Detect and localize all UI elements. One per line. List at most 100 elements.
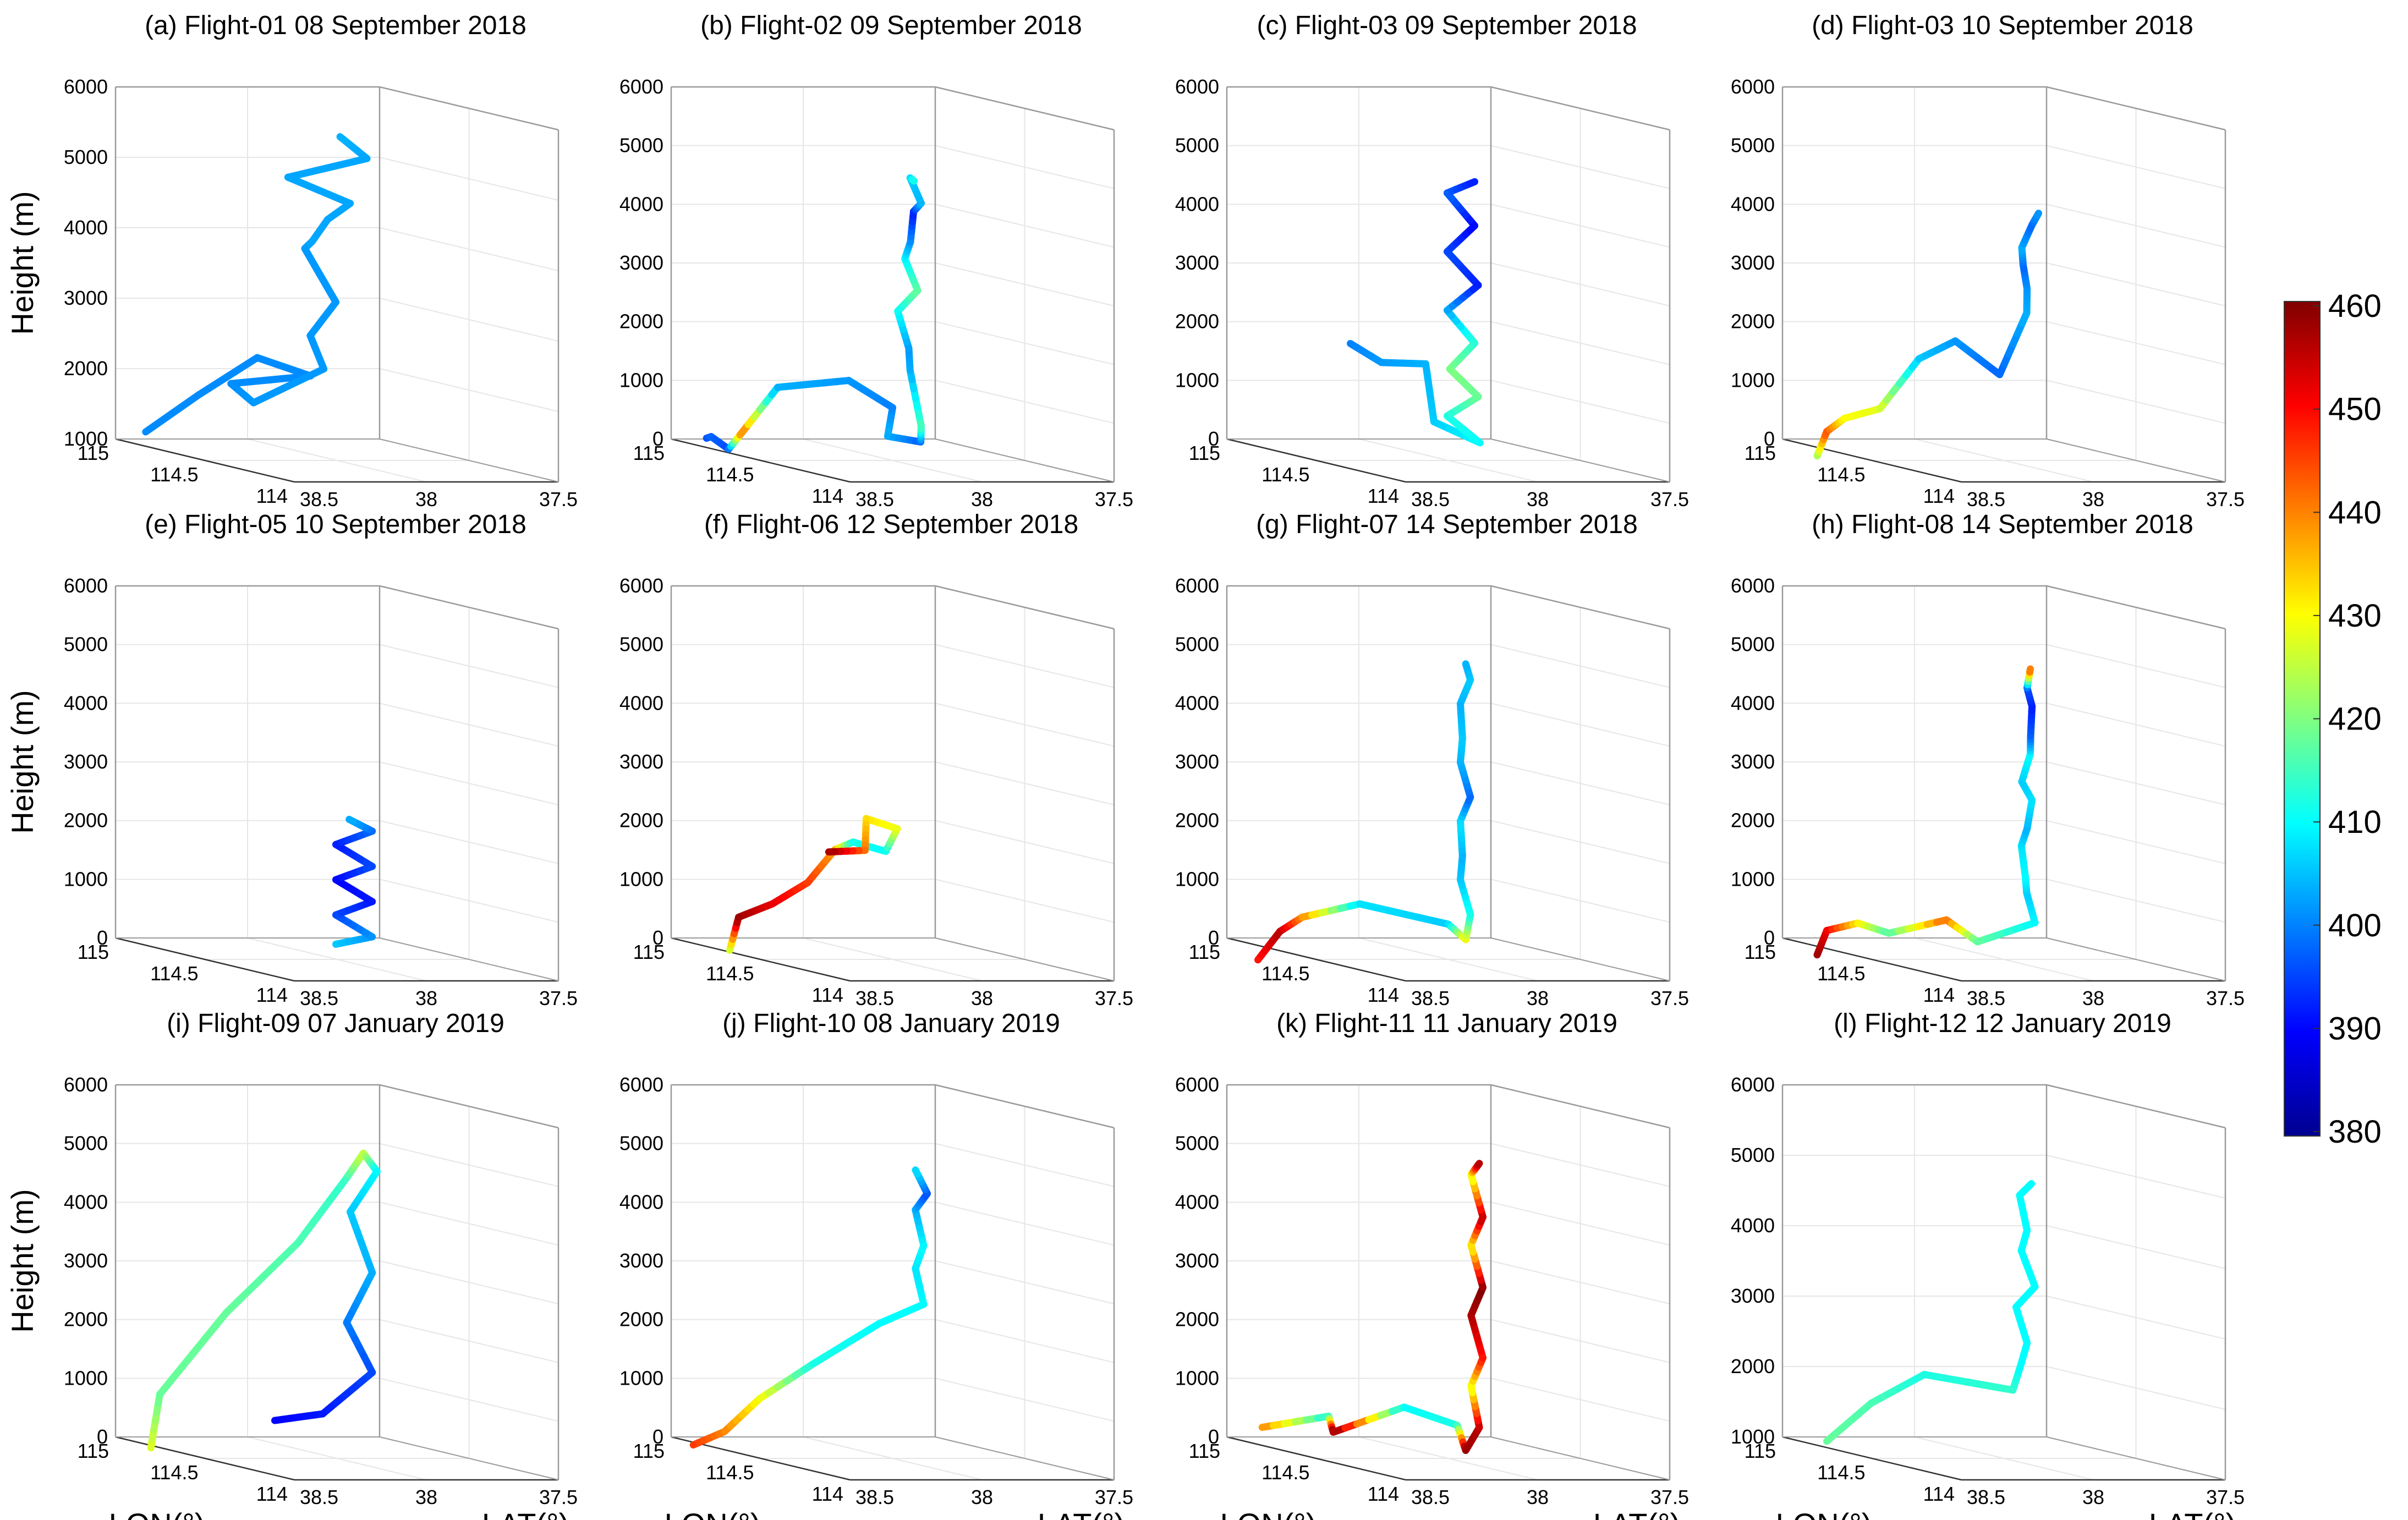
- box-edge: [1490, 937, 1670, 981]
- flight-path: [1813, 210, 2042, 460]
- lon-axis-label: LON(°): [665, 1507, 761, 1520]
- z-tick-label: 0: [1208, 1425, 1219, 1448]
- box-edge: [379, 1084, 559, 1129]
- colorbar-tick-label: 410: [2328, 804, 2382, 840]
- z-tick-label: 4000: [64, 216, 108, 239]
- colorbar-tick-label: 430: [2328, 598, 2382, 634]
- lon-tick-label: 115: [78, 442, 109, 464]
- z-tick-label: 3000: [1175, 251, 1219, 274]
- lat-tick-label: 37.5: [2206, 987, 2245, 1009]
- box-edge: [379, 585, 559, 630]
- lat-tick-label: 38.5: [855, 488, 894, 511]
- z-tick-label: 0: [1208, 926, 1219, 949]
- lon-axis-label: LON(°): [1776, 1507, 1872, 1520]
- box-edge: [2046, 937, 2226, 981]
- z-tick-label: 6000: [619, 1073, 663, 1096]
- z-tick-label: 6000: [1175, 574, 1219, 597]
- panel-j: (j) Flight-10 08 January 2019 0 1000 2000 30…: [619, 1009, 1133, 1520]
- z-tick-label: 1000: [1731, 868, 1775, 890]
- colorbar: 460 450 440 430 420 410 400 390 380: [2284, 288, 2382, 1150]
- lon-tick-label: 114.5: [1261, 962, 1309, 985]
- z-tick-label: 5000: [64, 1132, 108, 1155]
- flight-path-segment: [345, 815, 357, 825]
- z-axis-label: Height (m): [5, 1189, 40, 1332]
- lon-tick-label: 114.5: [150, 962, 198, 985]
- z-tick-label: 3000: [1175, 750, 1219, 773]
- lon-axis-label: LON(°): [109, 1507, 205, 1520]
- lon-tick-label: 115: [633, 442, 665, 464]
- lat-tick-label: 38.5: [1967, 987, 2005, 1009]
- z-tick-label: 2000: [1175, 1308, 1219, 1331]
- lon-tick-label: 115: [1189, 1440, 1220, 1462]
- lat-tick-label: 38.5: [1411, 488, 1450, 511]
- z-tick-label: 3000: [1175, 1249, 1219, 1272]
- lat-tick-label: 38: [2082, 987, 2104, 1009]
- lat-tick-label: 37.5: [539, 1486, 578, 1508]
- lat-tick-label: 37.5: [1095, 488, 1133, 511]
- lat-tick-label: 37.5: [1650, 1486, 1689, 1508]
- z-tick-label: 5000: [619, 633, 663, 656]
- lon-tick-label: 114: [812, 485, 843, 507]
- lat-tick-label: 38.5: [300, 488, 338, 511]
- box-edge: [1490, 438, 1670, 482]
- z-tick-label: 2000: [1731, 809, 1775, 832]
- z-tick-label: 3000: [1731, 750, 1775, 773]
- lat-tick-label: 38.5: [300, 1486, 338, 1508]
- panel-h: (h) Flight-08 14 September 2018 0 1000 2000…: [1731, 510, 2245, 1009]
- z-tick-label: 1000: [1731, 1425, 1775, 1448]
- box-edge: [1490, 1084, 1670, 1129]
- z-tick-label: 0: [652, 926, 663, 949]
- colorbar-tick-label: 420: [2328, 701, 2382, 737]
- z-tick-label: 3000: [1731, 1285, 1775, 1307]
- z-tick-label: 2000: [619, 809, 663, 832]
- box-edge: [671, 438, 851, 483]
- flight-path: [142, 133, 371, 436]
- flight-path: [703, 174, 925, 453]
- lon-tick-label: 114.5: [1817, 962, 1865, 985]
- panel-title: (f) Flight-06 12 September 2018: [704, 510, 1078, 539]
- flight-path-segment: [336, 133, 348, 144]
- panel-k: (k) Flight-11 11 January 2019 0 1000 2000 30…: [1175, 1009, 1689, 1520]
- z-axis-label: Height (m): [5, 690, 40, 833]
- box-edge: [2046, 1084, 2226, 1129]
- lon-tick-label: 115: [1189, 442, 1220, 464]
- box-edge: [935, 937, 1115, 981]
- lat-tick-label: 37.5: [539, 987, 578, 1009]
- z-tick-label: 2000: [64, 357, 108, 380]
- z-tick-label: 5000: [1731, 134, 1775, 157]
- lat-tick-label: 38: [415, 987, 437, 1009]
- panel-title: (d) Flight-03 10 September 2018: [1812, 11, 2193, 40]
- box-edge: [1782, 438, 1962, 483]
- z-tick-label: 2000: [1175, 310, 1219, 333]
- z-tick-label: 3000: [619, 1249, 663, 1272]
- z-tick-label: 6000: [64, 574, 108, 597]
- flight-path-segment: [909, 177, 918, 185]
- z-tick-label: 2000: [1731, 1355, 1775, 1378]
- box-edge: [935, 585, 1115, 630]
- flight-path-segment: [912, 1166, 921, 1178]
- box-edge: [115, 937, 295, 982]
- z-tick-label: 6000: [619, 75, 663, 98]
- lon-tick-label: 115: [1745, 941, 1776, 963]
- flight-path: [1823, 1180, 2039, 1445]
- lat-tick-label: 38.5: [1411, 1486, 1450, 1508]
- lon-tick-label: 114: [1368, 1483, 1399, 1505]
- box-edge: [1226, 1436, 1406, 1481]
- box-edge: [2046, 585, 2226, 630]
- lon-tick-label: 114: [812, 1483, 843, 1505]
- lat-tick-label: 38: [971, 987, 993, 1009]
- z-tick-label: 2000: [619, 1308, 663, 1331]
- flight-path-segment: [2026, 1180, 2035, 1189]
- z-tick-label: 2000: [64, 809, 108, 832]
- box-edge: [115, 1436, 295, 1481]
- lon-axis-label: LON(°): [1220, 1507, 1317, 1520]
- box-edge: [1490, 86, 1670, 131]
- colorbar-tick-label: 380: [2328, 1114, 2382, 1150]
- z-tick-label: 3000: [64, 287, 108, 309]
- lat-tick-label: 37.5: [1650, 488, 1689, 511]
- panel-a: (a) Flight-01 08 September 2018 1000 2000 3…: [5, 11, 578, 511]
- z-tick-label: 4000: [619, 1190, 663, 1213]
- flight-path: [689, 1166, 931, 1449]
- lon-tick-label: 114.5: [706, 463, 754, 486]
